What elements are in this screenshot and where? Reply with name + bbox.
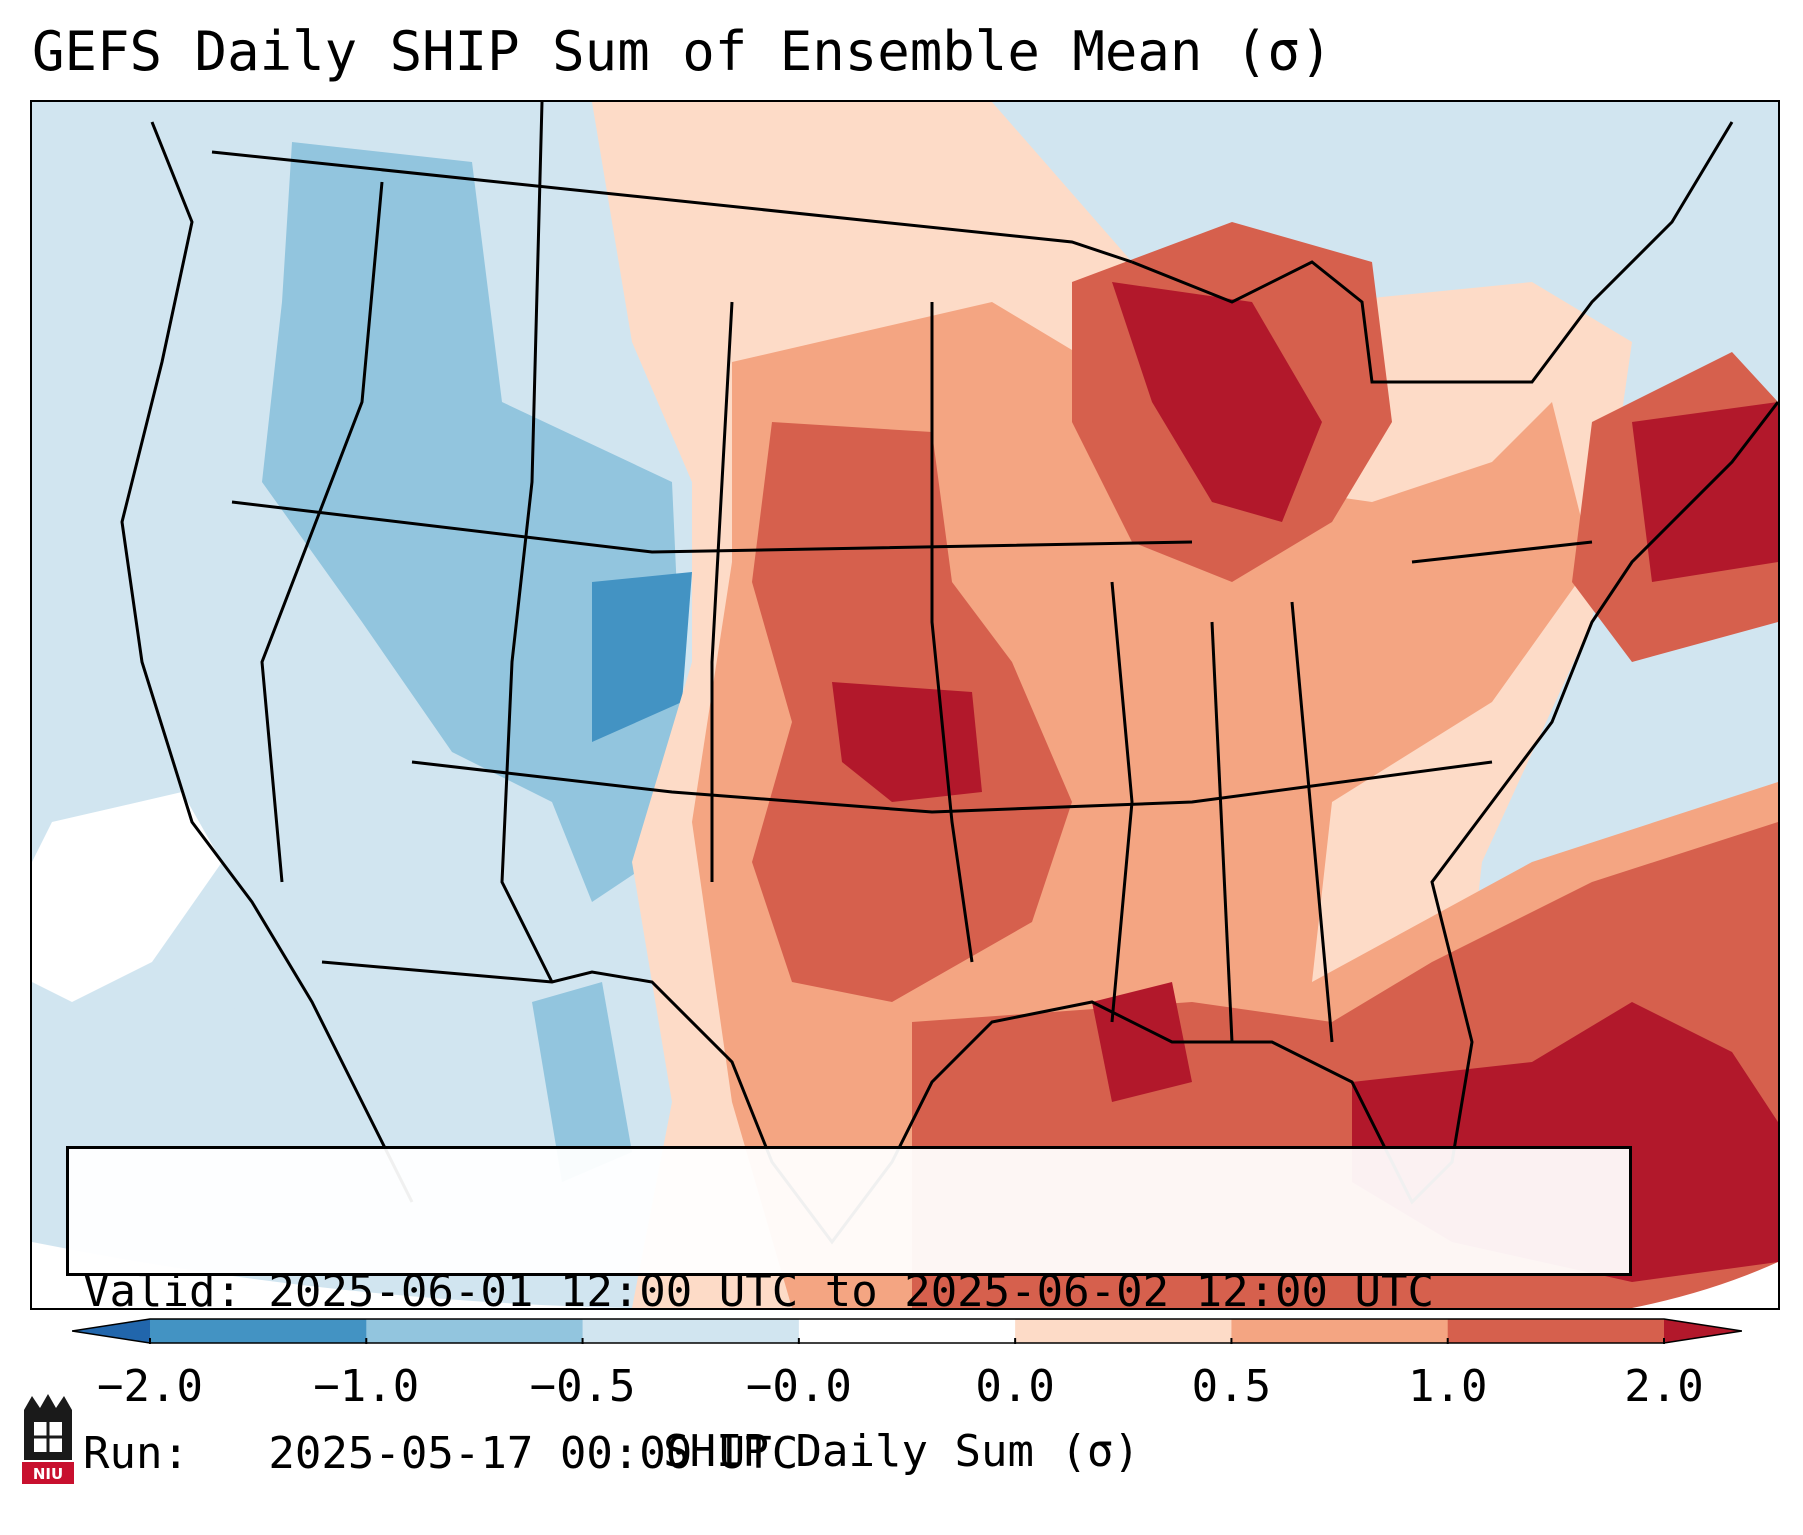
colorbar-bin-1 bbox=[366, 1319, 584, 1343]
colorbar-tick-label: 0.5 bbox=[1191, 1361, 1272, 1412]
colorbar-tick-label: −1.0 bbox=[313, 1361, 420, 1412]
colorbar-bin-6 bbox=[1447, 1319, 1665, 1343]
projection-edge-right bbox=[1632, 1262, 1778, 1308]
boundary-lines bbox=[120, 102, 1778, 1245]
map-panel bbox=[30, 100, 1780, 1310]
colorbar-bin-2 bbox=[582, 1319, 800, 1343]
coastline-south-east bbox=[321, 401, 1778, 1245]
colorbar-bin-5 bbox=[1231, 1319, 1449, 1343]
colorbar-bin-4 bbox=[1015, 1319, 1232, 1343]
valid-run-info-box: Valid: 2025-06-01 12:00 UTC to 2025-06-0… bbox=[66, 1146, 1632, 1479]
colorbar-bin-3 bbox=[798, 1319, 1016, 1343]
colorbar-tick-label: −0.5 bbox=[529, 1361, 636, 1412]
colorbar bbox=[72, 1318, 1742, 1344]
border-alabama bbox=[1210, 621, 1234, 1043]
logo-banner bbox=[22, 1462, 74, 1484]
border-mississippi bbox=[1110, 581, 1134, 1023]
field-mexico-negative bbox=[532, 982, 632, 1182]
logo-text: NIU bbox=[33, 1465, 63, 1483]
colorbar-bin-0 bbox=[150, 1319, 367, 1343]
field-newengland-extreme-positive bbox=[1632, 402, 1778, 582]
border-pennsylvania bbox=[1411, 540, 1593, 564]
border-west-interior bbox=[260, 181, 384, 883]
map-canvas bbox=[32, 102, 1778, 1308]
field-colorado-strong-negative bbox=[592, 572, 692, 742]
border-canada-west bbox=[211, 150, 1133, 264]
border-plains-line-2 bbox=[930, 302, 974, 963]
colorbar-tick-label: −0.0 bbox=[745, 1361, 852, 1412]
colorbar-label: SHIP Daily Sum (σ) bbox=[663, 1426, 1140, 1477]
colorbar-over-arrow bbox=[1664, 1319, 1742, 1343]
colorbar-tick-label: 1.0 bbox=[1407, 1361, 1488, 1412]
colorbar-under-arrow bbox=[72, 1319, 150, 1343]
colorbar-tick-label: −2.0 bbox=[97, 1361, 203, 1412]
run-time-text: Run: 2025-05-17 00:00 UTC bbox=[83, 1428, 799, 1479]
valid-time-text: Valid: 2025-06-01 12:00 UTC to 2025-06-0… bbox=[83, 1266, 1435, 1317]
border-georgia bbox=[1290, 601, 1334, 1043]
niu-logo: NIU bbox=[22, 1394, 74, 1484]
field-pacific-neutral bbox=[32, 792, 222, 1002]
colorbar-tick-label: 0.0 bbox=[975, 1361, 1055, 1412]
border-central-tier bbox=[231, 500, 1193, 554]
border-mountain-line bbox=[500, 102, 554, 983]
field-michigan-extreme-positive bbox=[1112, 282, 1322, 522]
border-canada-east bbox=[1131, 121, 1734, 384]
border-southern-tier bbox=[411, 760, 1493, 814]
border-plains-line-1 bbox=[710, 301, 734, 882]
ship-field bbox=[32, 102, 1778, 1308]
field-gulf-extreme-positive bbox=[1092, 982, 1192, 1102]
chart-title: GEFS Daily SHIP Sum of Ensemble Mean (σ) bbox=[32, 20, 1333, 83]
coastline-west bbox=[120, 121, 414, 1203]
field-oklahoma-extreme-positive bbox=[832, 682, 982, 802]
colorbar-tick-label: 2.0 bbox=[1624, 1361, 1704, 1412]
projection-edge bbox=[32, 1242, 632, 1308]
